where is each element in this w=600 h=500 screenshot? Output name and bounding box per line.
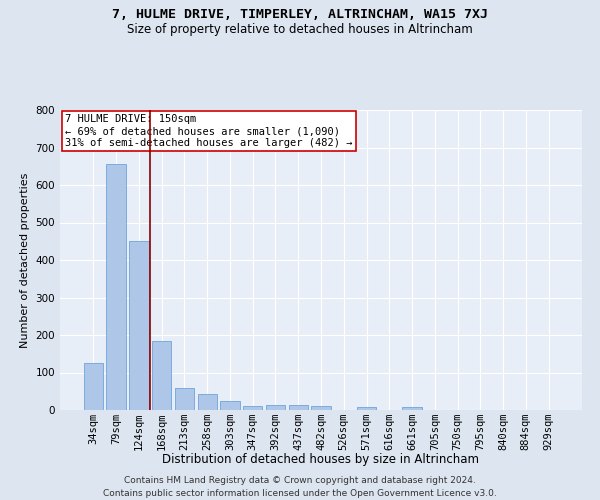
Bar: [403, 407, 422, 410]
Bar: [289, 405, 308, 410]
Text: 7, HULME DRIVE, TIMPERLEY, ALTRINCHAM, WA15 7XJ: 7, HULME DRIVE, TIMPERLEY, ALTRINCHAM, W…: [112, 8, 488, 20]
Bar: [220, 402, 239, 410]
Bar: [175, 388, 194, 410]
Bar: [357, 407, 376, 410]
Bar: [197, 394, 217, 410]
Bar: [266, 405, 285, 410]
Text: Contains HM Land Registry data © Crown copyright and database right 2024.
Contai: Contains HM Land Registry data © Crown c…: [103, 476, 497, 498]
Bar: [311, 406, 331, 410]
Text: Size of property relative to detached houses in Altrincham: Size of property relative to detached ho…: [127, 22, 473, 36]
Y-axis label: Number of detached properties: Number of detached properties: [20, 172, 30, 348]
Bar: [84, 363, 103, 410]
Bar: [243, 406, 262, 410]
Bar: [152, 342, 172, 410]
Bar: [129, 240, 149, 410]
Text: 7 HULME DRIVE: 150sqm
← 69% of detached houses are smaller (1,090)
31% of semi-d: 7 HULME DRIVE: 150sqm ← 69% of detached …: [65, 114, 353, 148]
Bar: [106, 164, 126, 410]
Text: Distribution of detached houses by size in Altrincham: Distribution of detached houses by size …: [163, 452, 479, 466]
